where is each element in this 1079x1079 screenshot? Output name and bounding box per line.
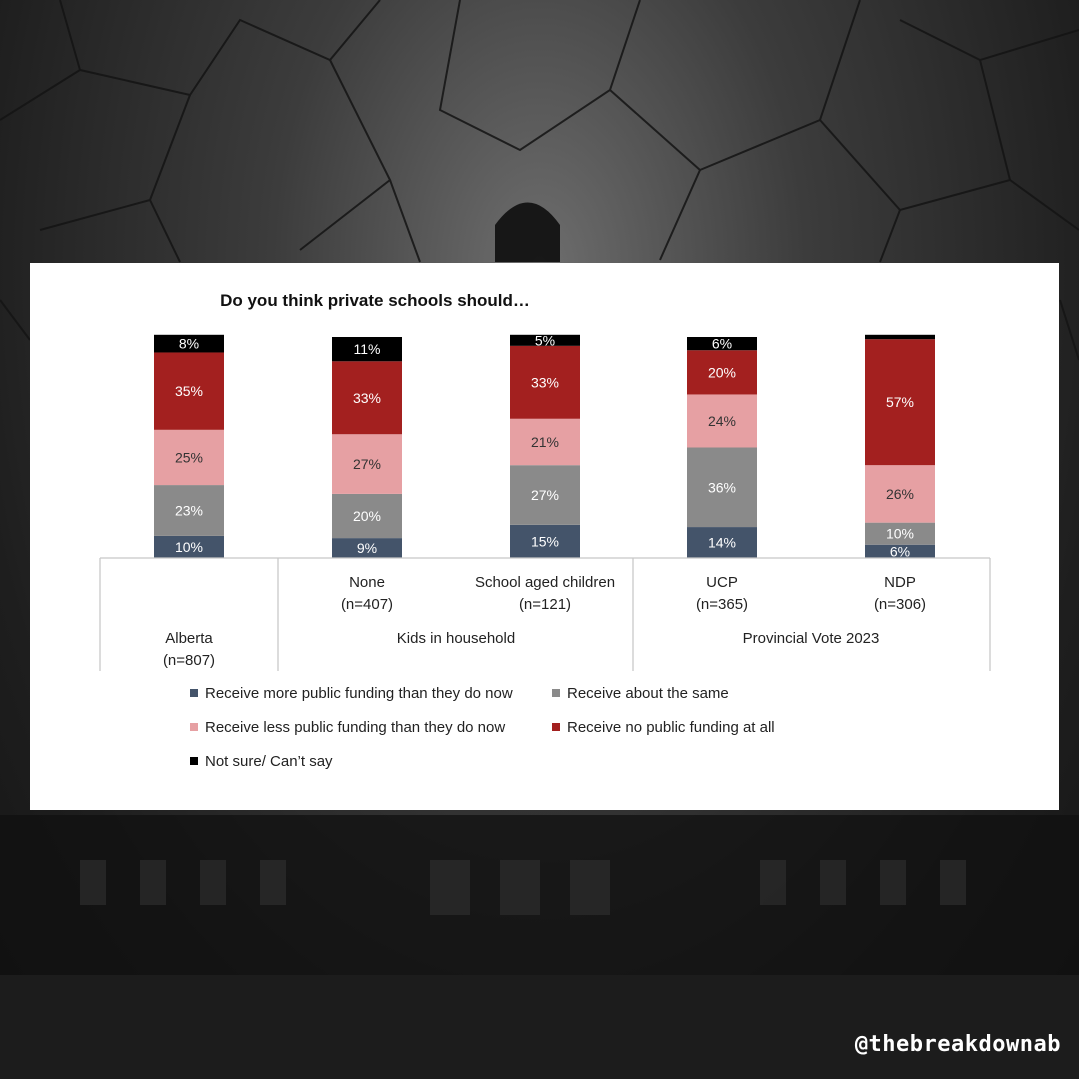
category-sample-size: (n=407) bbox=[341, 596, 393, 613]
data-label: 27% bbox=[353, 456, 381, 472]
bar-segment bbox=[154, 485, 224, 536]
category-label: UCP bbox=[706, 574, 738, 591]
data-label: 35% bbox=[175, 383, 203, 399]
category-sample-size: (n=306) bbox=[874, 596, 926, 613]
legend-swatch bbox=[552, 723, 560, 731]
bar-segment bbox=[510, 524, 580, 558]
bar-segment bbox=[332, 361, 402, 435]
bar-segment bbox=[687, 350, 757, 395]
data-label: 6% bbox=[890, 543, 910, 559]
category-sample-size: (n=365) bbox=[696, 596, 748, 613]
stacked-bar-chart: Do you think private schools should… 10%… bbox=[99, 291, 991, 770]
data-label: 21% bbox=[531, 434, 559, 450]
group-label: Provincial Vote 2023 bbox=[743, 630, 880, 647]
bar-segment bbox=[332, 434, 402, 494]
data-label: 20% bbox=[708, 364, 736, 380]
bar-segment bbox=[865, 334, 935, 340]
data-label: 57% bbox=[886, 394, 914, 410]
bar-segment bbox=[332, 337, 402, 362]
bar-segment bbox=[510, 345, 580, 419]
legend-entry: Not sure/ Can’t say bbox=[205, 753, 333, 770]
legend-entry: Receive more public funding than they do… bbox=[205, 685, 513, 702]
data-label: 14% bbox=[708, 535, 736, 551]
data-label: 24% bbox=[708, 413, 736, 429]
data-label: 11% bbox=[354, 341, 381, 357]
bar-segment bbox=[154, 334, 224, 353]
bar-segment bbox=[687, 337, 757, 351]
data-label: 15% bbox=[531, 533, 559, 549]
chart-title: Do you think private schools should… bbox=[220, 291, 530, 310]
bar-segment bbox=[510, 465, 580, 525]
data-label: 27% bbox=[531, 487, 559, 503]
bar-segment bbox=[687, 447, 757, 528]
data-label: 20% bbox=[353, 508, 381, 524]
data-label: 36% bbox=[708, 479, 736, 495]
legend-entry: Receive no public funding at all bbox=[567, 719, 775, 736]
data-label: 25% bbox=[175, 449, 203, 465]
bar-segment bbox=[510, 334, 580, 346]
category-label: Alberta bbox=[165, 630, 213, 647]
data-label: 23% bbox=[175, 502, 203, 518]
data-label: 6% bbox=[712, 336, 732, 352]
category-label: NDP bbox=[884, 574, 916, 591]
legend-swatch bbox=[190, 723, 198, 731]
data-label: 5% bbox=[535, 332, 555, 348]
data-label: 8% bbox=[179, 336, 199, 352]
legend-swatch bbox=[190, 689, 198, 697]
bar-segment bbox=[865, 544, 935, 558]
category-sample-size: (n=121) bbox=[519, 596, 571, 613]
group-label: Kids in household bbox=[397, 630, 515, 647]
bar-segment bbox=[687, 394, 757, 448]
category-sample-size: (n=807) bbox=[163, 652, 215, 669]
bar-segment bbox=[332, 493, 402, 539]
bar-segment bbox=[154, 429, 224, 486]
data-label: 26% bbox=[886, 486, 914, 502]
data-label: 10% bbox=[886, 526, 914, 542]
data-label: 10% bbox=[175, 539, 203, 555]
bar-segment bbox=[865, 465, 935, 523]
legend-entry: Receive about the same bbox=[567, 685, 729, 702]
chart-card: Do you think private schools should… 10%… bbox=[30, 263, 1059, 810]
bar-segment bbox=[510, 418, 580, 466]
bar-segment bbox=[154, 535, 224, 558]
bar-segment bbox=[332, 538, 402, 558]
bar-segment bbox=[865, 522, 935, 545]
data-label: 33% bbox=[353, 390, 381, 406]
watermark-handle: @thebreakdownab bbox=[854, 1032, 1061, 1057]
category-label: None bbox=[349, 574, 385, 591]
bar-segment bbox=[154, 352, 224, 430]
bar-segment bbox=[865, 339, 935, 466]
legend-entry: Receive less public funding than they do… bbox=[205, 719, 505, 736]
data-label: 9% bbox=[357, 540, 377, 556]
category-label: School aged children bbox=[475, 574, 615, 591]
bar-segment bbox=[687, 527, 757, 558]
data-label: 33% bbox=[531, 374, 559, 390]
legend-swatch bbox=[190, 757, 198, 765]
legend-swatch bbox=[552, 689, 560, 697]
